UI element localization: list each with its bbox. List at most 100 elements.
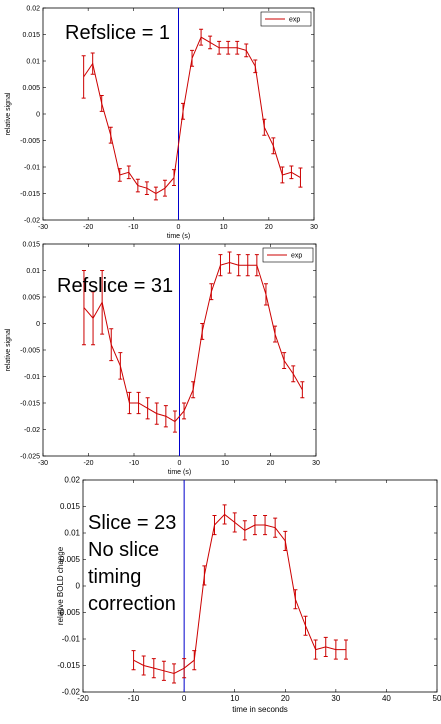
- error-bar: [298, 167, 303, 188]
- error-bar: [127, 391, 132, 415]
- x-tick-label: 0: [178, 460, 182, 467]
- error-bar: [161, 660, 166, 681]
- error-bar: [171, 169, 176, 187]
- y-tick-label: 0.01: [64, 529, 80, 538]
- error-bar: [209, 283, 214, 301]
- error-bar: [289, 165, 294, 180]
- error-bar: [172, 663, 177, 684]
- x-tick-label: 0: [182, 694, 187, 703]
- y-axis-label: relative BOLD change: [56, 546, 65, 625]
- error-bar: [226, 40, 231, 55]
- error-bar: [199, 28, 204, 46]
- x-tick-label: -10: [128, 224, 138, 231]
- error-bar: [244, 43, 249, 58]
- x-tick-label: 30: [312, 460, 320, 467]
- error-bar: [99, 94, 104, 112]
- error-bar: [252, 515, 257, 536]
- y-tick-label: -0.015: [20, 191, 40, 198]
- annotation: No slice: [88, 539, 159, 561]
- error-bar: [81, 55, 86, 99]
- x-tick-label: 0: [177, 224, 181, 231]
- x-tick-label: -30: [38, 224, 48, 231]
- error-bar: [293, 589, 298, 610]
- error-bar: [90, 52, 95, 75]
- error-bar: [202, 565, 207, 586]
- error-bar: [333, 639, 338, 660]
- error-bar: [154, 402, 159, 425]
- y-tick-label: 0: [76, 582, 81, 591]
- error-bar: [313, 639, 318, 660]
- error-bar: [181, 102, 186, 120]
- legend-box: [260, 11, 312, 27]
- error-bar: [236, 254, 241, 277]
- error-bar: [126, 165, 131, 180]
- error-bar: [163, 405, 168, 428]
- y-tick-label: -0.015: [57, 661, 80, 670]
- error-bar: [254, 254, 259, 277]
- error-bar: [200, 323, 205, 340]
- x-tick-label: 10: [230, 694, 239, 703]
- error-bar: [151, 658, 156, 679]
- plot-area: [82, 479, 438, 693]
- error-bar: [208, 35, 213, 50]
- annotation: Slice = 23: [88, 512, 176, 534]
- x-tick-label: 10: [221, 460, 229, 467]
- error-bar: [108, 126, 113, 144]
- error-bar: [212, 515, 217, 536]
- x-tick-label: -30: [38, 460, 48, 467]
- error-bar: [190, 49, 195, 67]
- error-bar: [323, 636, 328, 657]
- x-tick-label: 30: [331, 694, 340, 703]
- y-tick-label: -0.005: [57, 608, 80, 617]
- y-tick-label: -0.02: [62, 688, 81, 697]
- error-bar: [218, 254, 223, 277]
- error-bar: [232, 512, 237, 533]
- annotation: timing: [88, 566, 141, 588]
- error-bar: [227, 251, 232, 274]
- y-tick-label: 0.015: [22, 32, 40, 39]
- y-tick-label: -0.015: [20, 401, 40, 408]
- x-tick-label: -20: [77, 694, 89, 703]
- x-tick-label: 40: [382, 694, 391, 703]
- y-tick-label: -0.025: [20, 454, 40, 461]
- y-tick-label: 0.005: [22, 85, 40, 92]
- x-tick-label: -10: [129, 460, 139, 467]
- x-axis-label: time (s): [168, 469, 191, 476]
- annotation: Refslice = 1: [65, 22, 170, 44]
- x-tick-label: 20: [267, 460, 275, 467]
- legend-label: exp: [289, 17, 300, 24]
- y-tick-label: -0.01: [62, 635, 81, 644]
- error-bar: [118, 352, 123, 380]
- x-axis-label: time (s): [167, 233, 190, 240]
- y-tick-label: -0.02: [24, 427, 40, 434]
- x-tick-label: -20: [83, 460, 93, 467]
- y-tick-label: 0.005: [60, 555, 81, 564]
- error-bar: [172, 410, 177, 433]
- y-tick-label: 0.01: [26, 268, 40, 275]
- error-bar: [263, 515, 268, 536]
- y-tick-label: -0.005: [20, 348, 40, 355]
- error-bar: [282, 352, 287, 370]
- error-bar: [343, 639, 348, 660]
- error-bar: [273, 517, 278, 538]
- x-axis-label: time in seconds: [232, 705, 288, 714]
- y-tick-label: -0.02: [24, 218, 40, 225]
- x-tick-label: -20: [83, 224, 93, 231]
- error-bar: [273, 325, 278, 343]
- error-bar: [153, 186, 158, 201]
- x-tick-label: -10: [128, 694, 140, 703]
- error-bar: [300, 381, 305, 399]
- y-tick-label: -0.005: [20, 138, 40, 145]
- error-bar: [283, 530, 288, 551]
- error-bar: [162, 179, 167, 197]
- error-bar: [280, 166, 285, 184]
- error-bar: [253, 59, 258, 74]
- error-bar: [91, 291, 96, 346]
- y-axis-label: relative signal: [5, 92, 12, 135]
- y-tick-label: 0.02: [26, 6, 40, 13]
- legend-box: [262, 247, 314, 263]
- y-tick-label: 0.01: [26, 59, 40, 66]
- y-tick-label: 0.015: [60, 502, 81, 511]
- error-bar: [192, 650, 197, 671]
